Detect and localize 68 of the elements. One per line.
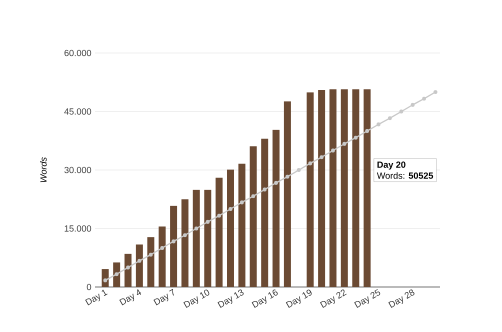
point: [342, 142, 346, 146]
bar: [204, 190, 212, 287]
x-tick-label: Day 22: [320, 290, 347, 308]
point: [126, 266, 130, 270]
y-tick-label: 45.000: [64, 108, 92, 115]
point: [228, 207, 232, 211]
bar: [158, 226, 166, 287]
point: [114, 272, 119, 276]
bar: [352, 89, 360, 287]
bar: [124, 254, 132, 287]
bar: [181, 199, 188, 287]
bar: [238, 164, 246, 287]
point: [251, 194, 256, 198]
point: [308, 161, 312, 166]
bar: [250, 146, 257, 287]
y-tick-label: 0: [86, 284, 92, 290]
y-axis-title: Words: [40, 157, 47, 182]
x-tick-label: Day 16: [252, 290, 278, 308]
bar: [272, 130, 280, 287]
point: [354, 136, 358, 140]
point: [399, 110, 404, 114]
point: [137, 258, 142, 263]
point: [376, 122, 380, 126]
annotation: Words: 50525: [376, 172, 434, 179]
point: [194, 226, 198, 230]
point: [434, 90, 438, 94]
bar: [329, 89, 336, 287]
x-tick-label: Day 4: [119, 289, 142, 306]
x-tick-label: Day 25: [354, 289, 380, 308]
point: [422, 96, 426, 101]
point: [274, 180, 278, 185]
y-tick-label: 60.000: [64, 50, 92, 56]
point: [148, 252, 153, 257]
x-tick-label: Day 10: [183, 290, 210, 308]
point: [262, 188, 267, 192]
point: [331, 148, 335, 152]
point: [183, 233, 187, 238]
x-tick-label: Day 1: [85, 290, 108, 306]
x-tick-label: Day 19: [286, 290, 312, 308]
point: [388, 116, 392, 120]
bar: [364, 89, 371, 287]
y-tick-label: 30.000: [64, 166, 92, 174]
bar: [147, 237, 154, 287]
x-tick-label: Day 13: [218, 290, 244, 308]
bar: [340, 89, 348, 287]
bar: [216, 178, 223, 287]
point: [296, 168, 301, 172]
point: [160, 246, 164, 250]
point: [172, 239, 176, 244]
y-tick-label: 15.000: [64, 225, 92, 232]
bar: [170, 206, 178, 287]
x-tick-label: Day 28: [388, 290, 414, 308]
bar: [261, 138, 268, 287]
point: [285, 174, 290, 179]
point: [365, 129, 370, 133]
bar: [284, 101, 291, 287]
annotation: Day 20: [377, 161, 406, 170]
point: [217, 214, 222, 218]
point: [240, 200, 244, 204]
point: [410, 102, 415, 107]
bar: [306, 92, 314, 287]
bar: [136, 244, 143, 287]
x-tick-label: Day 7: [153, 288, 174, 306]
bar: [318, 90, 326, 287]
bar: [192, 190, 200, 287]
bar: [226, 170, 234, 287]
point: [320, 155, 324, 160]
point: [206, 220, 210, 224]
